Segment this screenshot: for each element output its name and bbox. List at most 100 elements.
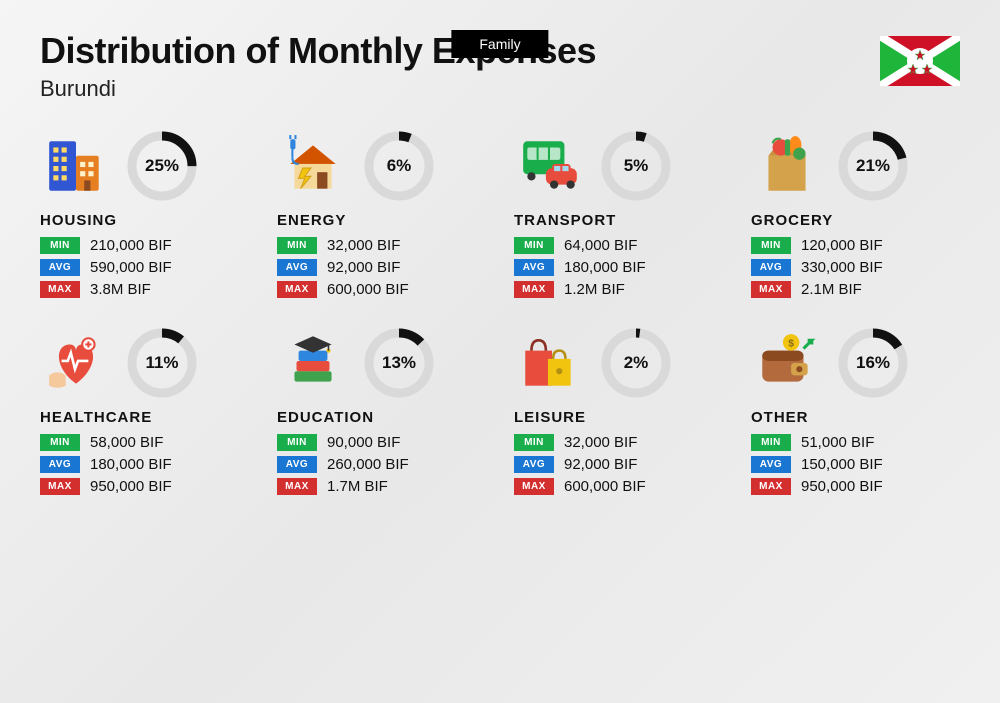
category-name: ENERGY [277,212,486,229]
value-min: 58,000 BIF [90,434,163,451]
stat-min: MIN 32,000 BIF [277,237,486,254]
stat-min: MIN 210,000 BIF [40,237,249,254]
value-max: 950,000 BIF [801,478,883,495]
card-top: 5% [514,130,723,202]
country-name: Burundi [40,76,596,102]
category-card-transport: 5% TRANSPORT MIN 64,000 BIF AVG 180,000 … [514,130,723,303]
value-min: 120,000 BIF [801,237,883,254]
value-avg: 92,000 BIF [327,259,400,276]
stat-max: MAX 1.2M BIF [514,281,723,298]
value-avg: 92,000 BIF [564,456,637,473]
value-avg: 330,000 BIF [801,259,883,276]
category-card-housing: 25% HOUSING MIN 210,000 BIF AVG 590,000 … [40,130,249,303]
label-avg: AVG [514,456,554,473]
stat-avg: AVG 180,000 BIF [514,259,723,276]
label-max: MAX [40,281,80,298]
stat-max: MAX 950,000 BIF [40,478,249,495]
page: Distribution of Monthly Expenses Burundi [0,30,1000,520]
donut-gauge: 13% [363,327,435,399]
value-min: 32,000 BIF [564,434,637,451]
bus-car-icon [514,130,586,202]
label-avg: AVG [277,456,317,473]
category-name: GROCERY [751,212,960,229]
stat-avg: AVG 92,000 BIF [514,456,723,473]
wallet-icon: $ [751,327,823,399]
label-min: MIN [751,434,791,451]
stat-min: MIN 64,000 BIF [514,237,723,254]
pct-value: 5% [600,130,672,202]
pct-value: 11% [126,327,198,399]
stat-avg: AVG 590,000 BIF [40,259,249,276]
donut-gauge: 21% [837,130,909,202]
buildings-icon [40,130,112,202]
value-min: 32,000 BIF [327,237,400,254]
category-grid: 25% HOUSING MIN 210,000 BIF AVG 590,000 … [40,130,960,500]
donut-gauge: 16% [837,327,909,399]
graduation-books-icon [277,327,349,399]
category-card-energy: 6% ENERGY MIN 32,000 BIF AVG 92,000 BIF … [277,130,486,303]
category-card-leisure: 2% LEISURE MIN 32,000 BIF AVG 92,000 BIF… [514,327,723,500]
card-top: 13% [277,327,486,399]
label-max: MAX [514,281,554,298]
donut-gauge: 11% [126,327,198,399]
pct-value: 6% [363,130,435,202]
stat-avg: AVG 150,000 BIF [751,456,960,473]
stat-max: MAX 1.7M BIF [277,478,486,495]
value-avg: 180,000 BIF [564,259,646,276]
energy-house-icon [277,130,349,202]
value-max: 600,000 BIF [327,281,409,298]
category-name: EDUCATION [277,409,486,426]
donut-gauge: 2% [600,327,672,399]
donut-gauge: 6% [363,130,435,202]
category-card-healthcare: 11% HEALTHCARE MIN 58,000 BIF AVG 180,00… [40,327,249,500]
stat-min: MIN 51,000 BIF [751,434,960,451]
label-max: MAX [751,281,791,298]
card-top: 6% [277,130,486,202]
flag-burundi [880,36,960,86]
label-avg: AVG [40,259,80,276]
value-max: 950,000 BIF [90,478,172,495]
card-top: $ 16% [751,327,960,399]
value-max: 3.8M BIF [90,281,151,298]
pct-value: 16% [837,327,909,399]
stat-max: MAX 950,000 BIF [751,478,960,495]
tab-badge: Family [451,30,548,58]
value-avg: 260,000 BIF [327,456,409,473]
value-max: 600,000 BIF [564,478,646,495]
card-top: 11% [40,327,249,399]
shopping-bags-icon [514,327,586,399]
value-min: 64,000 BIF [564,237,637,254]
value-min: 210,000 BIF [90,237,172,254]
value-min: 51,000 BIF [801,434,874,451]
stat-avg: AVG 260,000 BIF [277,456,486,473]
category-card-grocery: 21% GROCERY MIN 120,000 BIF AVG 330,000 … [751,130,960,303]
stat-min: MIN 58,000 BIF [40,434,249,451]
stat-min: MIN 90,000 BIF [277,434,486,451]
value-min: 90,000 BIF [327,434,400,451]
category-name: HEALTHCARE [40,409,249,426]
label-avg: AVG [751,259,791,276]
category-card-other: $ 16% OTHER MIN 51,000 BIF AVG 150,000 B… [751,327,960,500]
stat-max: MAX 2.1M BIF [751,281,960,298]
label-avg: AVG [40,456,80,473]
value-max: 2.1M BIF [801,281,862,298]
stat-max: MAX 600,000 BIF [277,281,486,298]
card-top: 2% [514,327,723,399]
category-card-education: 13% EDUCATION MIN 90,000 BIF AVG 260,000… [277,327,486,500]
label-min: MIN [40,434,80,451]
pct-value: 2% [600,327,672,399]
value-max: 1.7M BIF [327,478,388,495]
label-min: MIN [751,237,791,254]
value-avg: 150,000 BIF [801,456,883,473]
category-name: OTHER [751,409,960,426]
label-min: MIN [277,434,317,451]
label-avg: AVG [751,456,791,473]
label-max: MAX [277,478,317,495]
donut-gauge: 25% [126,130,198,202]
category-name: TRANSPORT [514,212,723,229]
stat-avg: AVG 180,000 BIF [40,456,249,473]
label-min: MIN [514,237,554,254]
value-avg: 590,000 BIF [90,259,172,276]
stat-avg: AVG 92,000 BIF [277,259,486,276]
stat-max: MAX 600,000 BIF [514,478,723,495]
